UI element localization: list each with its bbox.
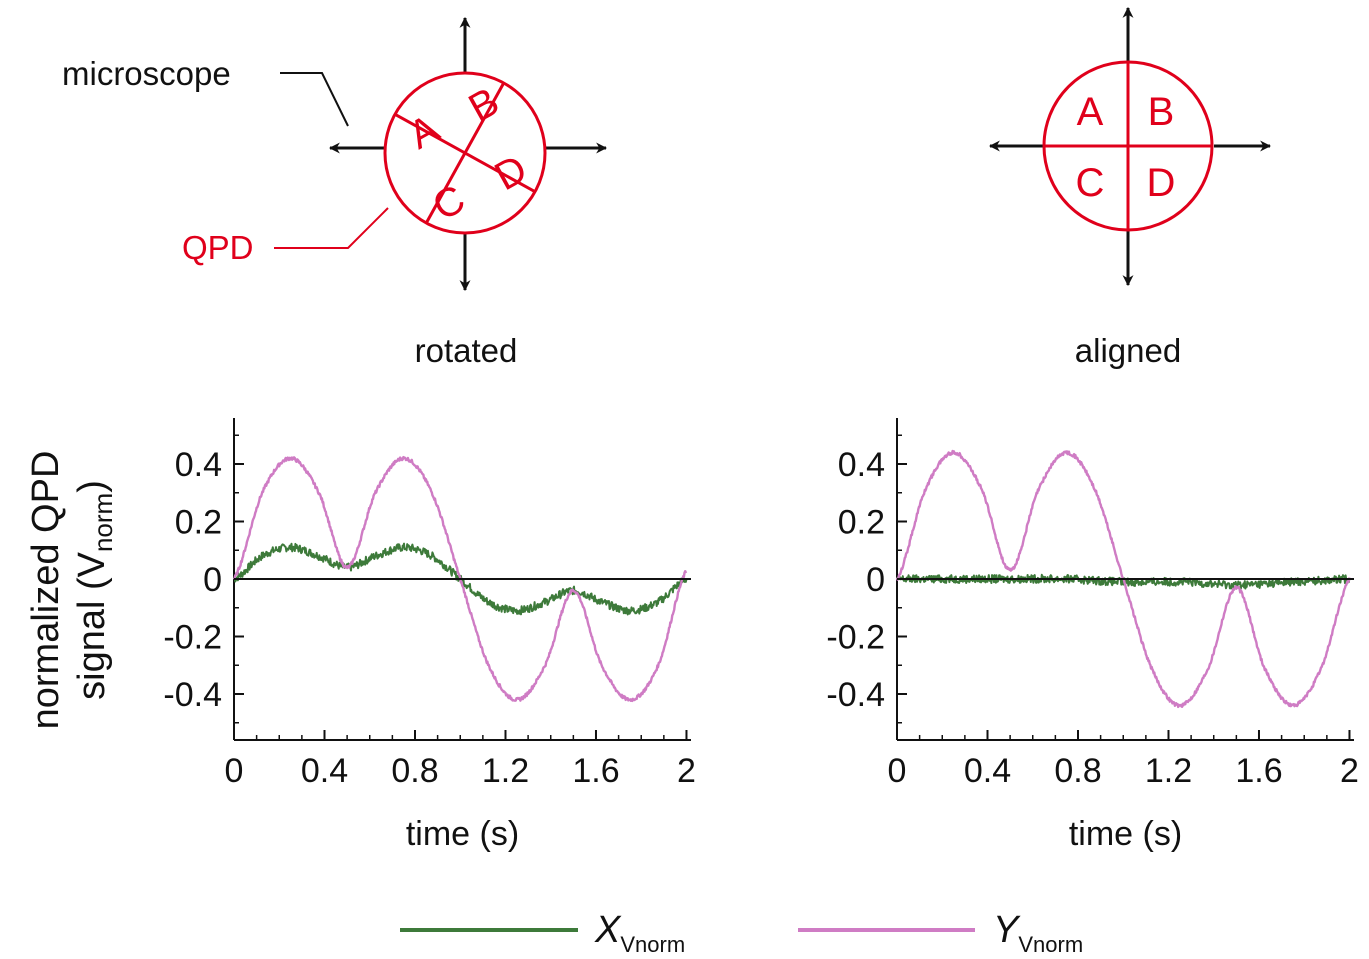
y-tick-label: -0.2 [826, 619, 885, 657]
y-axis-label-line1: normalized QPD [25, 451, 67, 730]
series-line-y-vnorm [232, 455, 688, 703]
x-tick-label: 0.4 [964, 752, 1011, 790]
aligned-qpd-dividers [1044, 62, 1212, 230]
x-tick-label: 0 [225, 752, 244, 790]
y-tick-label: 0.4 [175, 446, 222, 484]
x-tick-label: 0.4 [301, 752, 348, 790]
x-tick-label: 1.6 [1235, 752, 1282, 790]
chart-rotated: 0 0.4 0.8 1.2 1.6 2 -0.4 -0.2 0 0.2 0.4 time (s) [163, 418, 696, 853]
aligned-diagram: A B C D aligned [988, 6, 1272, 369]
x-tick-label: 0 [888, 752, 907, 790]
y-tick-label: 0.2 [838, 504, 885, 542]
x-axis-label: time (s) [1069, 815, 1182, 853]
x-tick-label: 1.2 [482, 752, 529, 790]
aligned-quadrant-a: A [1077, 90, 1104, 134]
aligned-qpd-quadrant-labels: A B C D [1076, 90, 1176, 205]
legend-label-x: XVnorm [594, 909, 685, 957]
qpd-label: QPD [182, 229, 254, 266]
legend-item-y: YVnorm [798, 909, 1083, 957]
aligned-quadrant-b: B [1148, 90, 1175, 134]
x-axis-label: time (s) [406, 815, 519, 853]
x-tick-label: 0.8 [391, 752, 438, 790]
y-tick-label: 0 [203, 561, 222, 599]
y-tick-label: -0.4 [826, 676, 885, 714]
legend-item-x: XVnorm [400, 909, 685, 957]
y-tick-label: 0.4 [838, 446, 885, 484]
x-tick-label: 1.2 [1145, 752, 1192, 790]
aligned-axes-arrows [988, 6, 1272, 287]
rotated-qpd-dividers [394, 82, 536, 224]
microscope-label: microscope [62, 55, 231, 92]
microscope-callout: microscope [62, 55, 349, 127]
x-tick-label: 1.6 [572, 752, 619, 790]
legend-label-y: YVnorm [993, 909, 1083, 957]
chart-aligned: 0 0.4 0.8 1.2 1.6 2 -0.4 -0.2 0 0.2 0.4 time (s) [826, 418, 1359, 853]
aligned-quadrant-c: C [1076, 161, 1105, 205]
aligned-caption: aligned [1075, 332, 1181, 369]
microscope-leader-line [280, 72, 349, 127]
y-axis-label-line2: signal (Vnorm) [71, 480, 118, 700]
y-tick-label: -0.4 [163, 676, 222, 714]
y-tick-label: 0.2 [175, 504, 222, 542]
rotated-caption: rotated [415, 332, 518, 369]
y-tick-label: 0 [866, 561, 885, 599]
y-tick-label: -0.2 [163, 619, 222, 657]
legend: XVnorm YVnorm [400, 909, 1083, 957]
x-tick-label: 2 [677, 752, 696, 790]
aligned-quadrant-d: D [1147, 161, 1176, 205]
qpd-leader-line [274, 207, 389, 249]
y-axis-label: normalized QPD signal (Vnorm) [25, 451, 118, 730]
x-tick-label: 2 [1340, 752, 1359, 790]
qpd-callout: QPD [182, 207, 389, 266]
rotated-diagram: A B C D microscope QPD rotated [62, 16, 608, 369]
x-tick-label: 0.8 [1054, 752, 1101, 790]
